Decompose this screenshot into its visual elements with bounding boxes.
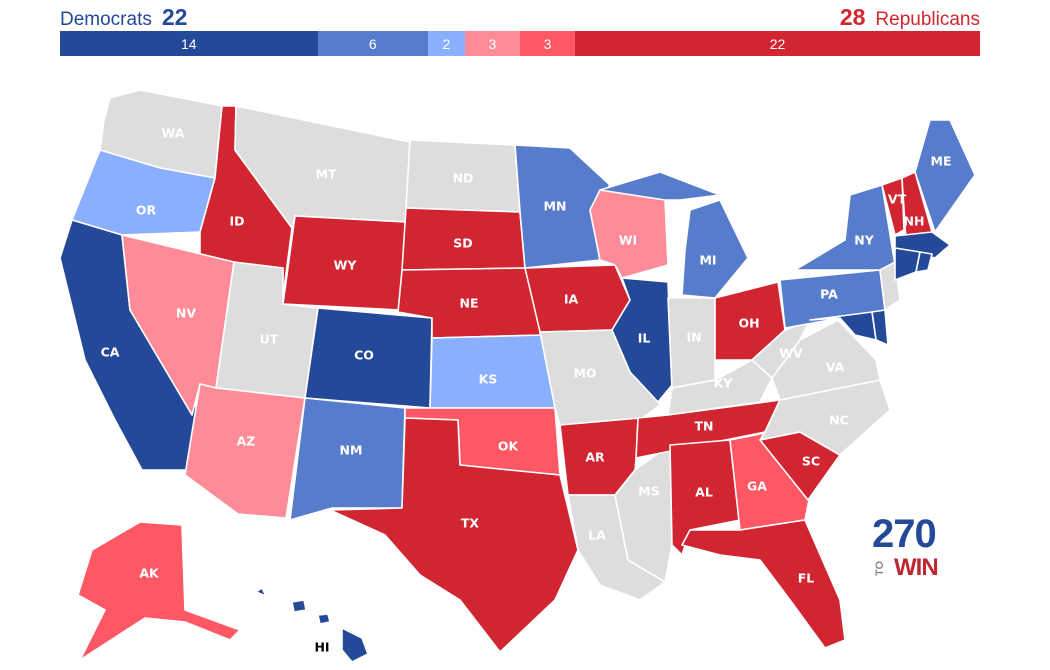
- state-label-MS[interactable]: MS: [638, 484, 659, 499]
- democrats-total: Democrats 22: [60, 4, 187, 31]
- state-label-IA[interactable]: IA: [564, 292, 579, 307]
- state-label-OK[interactable]: OK: [498, 439, 520, 454]
- republicans-count: 28: [839, 4, 866, 30]
- state-label-IN[interactable]: IN: [686, 330, 701, 345]
- state-label-NM[interactable]: NM: [340, 443, 363, 458]
- state-TX[interactable]: [329, 417, 579, 653]
- state-RI[interactable]: [915, 251, 933, 273]
- state-label-UT[interactable]: UT: [260, 332, 279, 347]
- state-label-OH[interactable]: OH: [738, 316, 759, 331]
- state-AZ[interactable]: [184, 383, 306, 519]
- state-label-VA[interactable]: VA: [826, 360, 845, 375]
- state-CT[interactable]: [894, 247, 921, 281]
- state-AK[interactable]: [77, 521, 241, 661]
- state-label-IL[interactable]: IL: [638, 331, 651, 346]
- state-NM[interactable]: [289, 397, 406, 521]
- state-HI[interactable]: [255, 587, 369, 663]
- state-label-NV[interactable]: NV: [176, 306, 196, 321]
- state-label-AZ[interactable]: AZ: [237, 434, 256, 449]
- state-label-MT[interactable]: MT: [316, 167, 337, 182]
- bar-segment-safe-rep: 22: [575, 31, 980, 56]
- state-label-HI[interactable]: HI: [314, 640, 329, 655]
- results-header: Democrats 22 28 Republicans: [60, 4, 980, 32]
- state-label-PA[interactable]: PA: [820, 287, 838, 302]
- state-label-MO[interactable]: MO: [573, 366, 596, 381]
- state-MD[interactable]: [809, 311, 877, 341]
- state-label-WI[interactable]: WI: [619, 233, 637, 248]
- state-label-CO[interactable]: CO: [354, 348, 374, 363]
- rating-bar: 14 6 2 3 3 22: [60, 31, 980, 56]
- state-label-ME[interactable]: ME: [931, 154, 952, 169]
- state-label-WV[interactable]: WV: [779, 346, 803, 361]
- republicans-total: 28 Republicans: [840, 4, 980, 31]
- state-label-OR[interactable]: OR: [136, 203, 157, 218]
- bar-segment-lean-dem: 2: [427, 31, 465, 56]
- state-label-NE[interactable]: NE: [459, 296, 478, 311]
- logo-to: TO: [874, 560, 886, 576]
- state-label-ID[interactable]: ID: [229, 214, 244, 229]
- republicans-label: Republicans: [875, 9, 980, 30]
- state-label-AR[interactable]: AR: [585, 450, 605, 465]
- state-WV[interactable]: [751, 319, 811, 379]
- state-label-FL[interactable]: FL: [798, 571, 815, 586]
- state-ME[interactable]: [914, 119, 976, 233]
- bar-segment-likely-dem: 6: [317, 31, 428, 56]
- state-VT[interactable]: [881, 177, 905, 236]
- bar-segment-safe-dem: 14: [60, 31, 318, 56]
- state-label-AK[interactable]: AK: [139, 566, 160, 581]
- bar-segment-likely-rep: 3: [519, 31, 576, 56]
- democrats-label: Democrats: [60, 9, 152, 30]
- state-label-MN[interactable]: MN: [544, 199, 567, 214]
- logo-win: WIN: [894, 554, 939, 581]
- state-NY[interactable]: [794, 184, 896, 271]
- state-label-LA[interactable]: LA: [588, 528, 606, 543]
- state-label-KY[interactable]: KY: [714, 376, 734, 391]
- state-MA[interactable]: [894, 231, 951, 259]
- democrats-count: 22: [161, 4, 188, 30]
- logo-number: 270: [872, 512, 937, 556]
- state-label-SC[interactable]: SC: [802, 454, 820, 469]
- state-label-TX[interactable]: TX: [461, 516, 480, 531]
- state-label-WY[interactable]: WY: [334, 258, 358, 273]
- state-label-TN[interactable]: TN: [695, 419, 714, 434]
- state-label-GA[interactable]: GA: [747, 479, 767, 494]
- 270towin-logo[interactable]: 270 TO WIN: [872, 512, 946, 582]
- state-label-CA[interactable]: CA: [101, 345, 120, 360]
- state-label-VT[interactable]: VT: [888, 192, 907, 207]
- state-label-WA[interactable]: WA: [162, 126, 185, 141]
- state-label-MI[interactable]: MI: [699, 253, 716, 268]
- state-NC[interactable]: [759, 379, 891, 456]
- state-label-AL[interactable]: AL: [695, 485, 713, 500]
- state-label-ND[interactable]: ND: [453, 171, 474, 186]
- state-label-NY[interactable]: NY: [854, 233, 874, 248]
- state-label-SD[interactable]: SD: [453, 236, 472, 251]
- state-FL[interactable]: [681, 519, 846, 649]
- state-label-NH[interactable]: NH: [904, 214, 925, 229]
- state-label-KS[interactable]: KS: [479, 372, 498, 387]
- bar-segment-lean-rep: 3: [464, 31, 520, 56]
- state-label-NC[interactable]: NC: [829, 413, 849, 428]
